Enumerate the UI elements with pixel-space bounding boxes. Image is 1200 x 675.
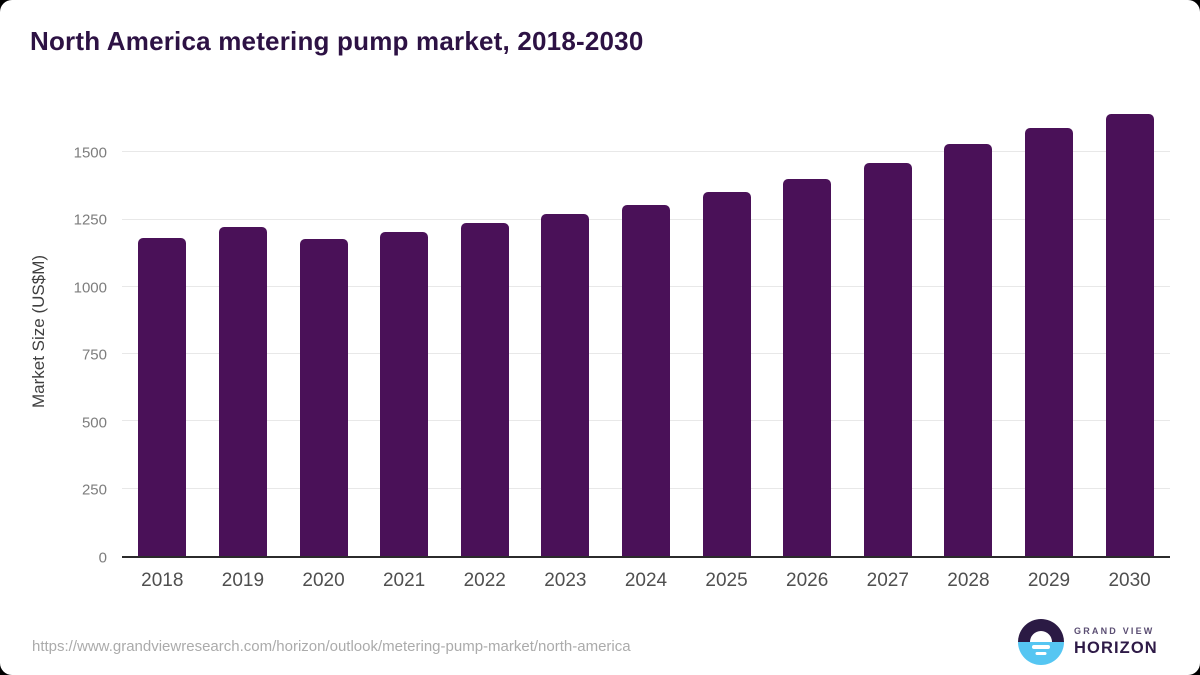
bar-slot-2022: [444, 104, 525, 556]
x-tick-label-2023: 2023: [544, 570, 587, 591]
x-axis-tick-labels: 2018 2019 2020 2021 2022 2023 2024 2025 2026 2027…: [122, 570, 1170, 592]
bar-slot-2029: [1009, 104, 1090, 556]
y-tick-label-750: 750: [81, 346, 107, 364]
x-tick-label-2028: 2028: [947, 570, 990, 591]
chart-title: North America metering pump market, 2018…: [30, 26, 644, 56]
gridline-1500: [122, 151, 1170, 153]
bar-2019[interactable]: [218, 227, 267, 556]
x-tick-label-2022: 2022: [463, 570, 506, 591]
x-tick-label-2020: 2020: [302, 570, 345, 591]
bar-2028[interactable]: [944, 144, 993, 556]
brand-name-top: GRAND VIEW: [1074, 626, 1155, 636]
x-tick-label-2029: 2029: [1027, 570, 1071, 591]
bar-slot-2030: [1089, 104, 1170, 556]
x-tick-label-2025: 2025: [705, 570, 748, 591]
y-axis-tick-labels: 0 250 500 750 1000 1250 1500: [0, 104, 107, 566]
sun-dome-shape: [1030, 631, 1052, 642]
bar-slot-2024: [606, 104, 687, 556]
x-tick-label-2019: 2019: [221, 570, 265, 591]
bar-slot-2019: [203, 104, 284, 556]
bar-slot-2023: [525, 104, 606, 556]
sun-reflection-line-2: [1035, 652, 1047, 655]
brand-text: GRAND VIEW HORIZON: [1074, 626, 1158, 658]
bar-2029[interactable]: [1025, 128, 1073, 556]
y-tick-label-1000: 1000: [73, 279, 107, 297]
bar-2023[interactable]: [541, 214, 590, 556]
bar-slot-2025: [686, 104, 767, 556]
bar-2020[interactable]: [299, 239, 348, 556]
bar-2021[interactable]: [380, 231, 429, 556]
bar-2026[interactable]: [783, 178, 832, 556]
y-tick-label-1250: 1250: [73, 211, 107, 229]
horizon-sun-icon: [1018, 619, 1064, 665]
bar-2024[interactable]: [621, 204, 670, 556]
bar-2022[interactable]: [460, 222, 509, 556]
bar-2025[interactable]: [702, 191, 751, 556]
bar-2030[interactable]: [1105, 113, 1154, 556]
y-tick-label-1500: 1500: [73, 144, 107, 162]
x-tick-label-2021: 2021: [382, 570, 426, 591]
y-tick-label-250: 250: [81, 481, 107, 499]
sun-reflection-line-1: [1032, 645, 1050, 649]
x-tick-label-2018: 2018: [141, 570, 184, 591]
bar-slot-2020: [283, 104, 364, 556]
x-tick-label-2030: 2030: [1108, 570, 1151, 591]
bar-slot-2018: [122, 104, 203, 556]
y-tick-label-500: 500: [81, 414, 107, 432]
bar-series: [122, 104, 1170, 556]
x-tick-label-2026: 2026: [786, 570, 829, 591]
bar-slot-2021: [364, 104, 445, 556]
plot-area: [122, 104, 1170, 558]
x-tick-label-2024: 2024: [624, 570, 668, 591]
bar-slot-2028: [928, 104, 1009, 556]
x-tick-label-2027: 2027: [866, 570, 909, 591]
brand-logo: GRAND VIEW HORIZON: [1018, 619, 1158, 665]
brand-name-bottom: HORIZON: [1074, 639, 1158, 657]
bar-2027[interactable]: [863, 163, 912, 556]
bar-2018[interactable]: [138, 238, 187, 556]
bar-slot-2027: [847, 104, 928, 556]
bar-slot-2026: [767, 104, 848, 556]
source-url: https://www.grandviewresearch.com/horizo…: [32, 638, 631, 655]
y-tick-label-0: 0: [98, 549, 107, 567]
